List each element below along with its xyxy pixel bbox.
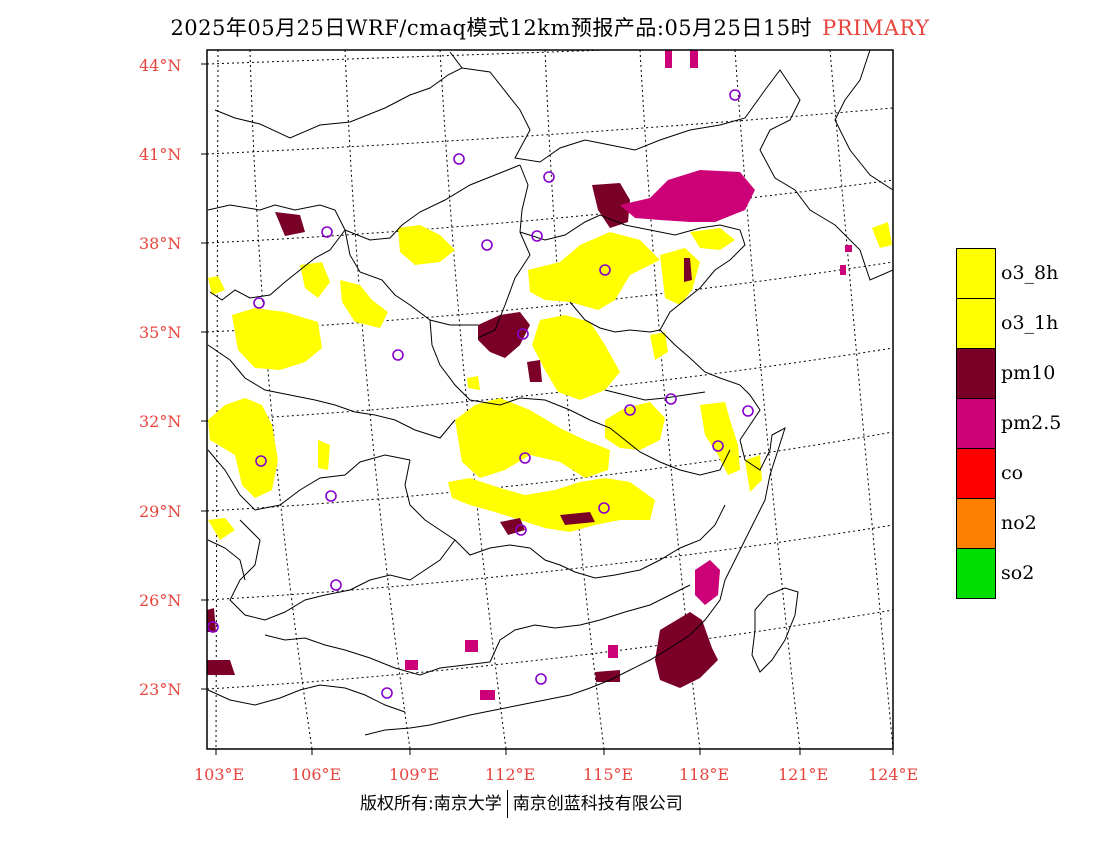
lon-label-103: 103°E xyxy=(194,765,245,784)
copyright-right: 南京创蓝科技有限公司 xyxy=(512,794,683,814)
map-title: 2025年05月25日WRF/cmaq模式12km预报产品:05月25日15时 P… xyxy=(0,12,1100,42)
lat-label-44: 44°N xyxy=(139,56,182,75)
lat-label-23: 23°N xyxy=(139,680,182,699)
lon-label-109: 109°E xyxy=(389,765,440,784)
lon-label-124: 124°E xyxy=(868,765,919,784)
lat-label-35: 35°N xyxy=(139,323,182,342)
pm10-regions xyxy=(207,183,718,688)
legend-swatch xyxy=(956,348,996,399)
lon-label-118: 118°E xyxy=(679,765,730,784)
boundaries xyxy=(207,50,893,736)
legend-label: no2 xyxy=(1001,512,1037,534)
copyright-footer: 版权所有:南京大学 南京创蓝科技有限公司 xyxy=(360,789,683,818)
title-tag: PRIMARY xyxy=(822,16,930,40)
lat-label-32: 32°N xyxy=(139,412,182,431)
legend-swatch xyxy=(956,398,996,449)
legend-swatch xyxy=(956,448,996,499)
lon-label-121: 121°E xyxy=(778,765,829,784)
map-content xyxy=(207,50,893,749)
graticule xyxy=(207,50,893,749)
map-frame xyxy=(206,49,894,750)
legend-label: co xyxy=(1001,462,1024,484)
lon-label-106: 106°E xyxy=(291,765,342,784)
lon-label-112: 112°E xyxy=(485,765,536,784)
legend-label: pm10 xyxy=(1001,362,1056,384)
legend-swatch xyxy=(956,248,996,299)
copyright-left: 版权所有:南京大学 xyxy=(360,794,502,814)
station-markers xyxy=(207,89,754,699)
legend-label: so2 xyxy=(1001,562,1035,584)
footer-divider xyxy=(506,790,508,818)
legend-swatch xyxy=(956,548,996,599)
lat-label-26: 26°N xyxy=(139,591,182,610)
legend-swatch xyxy=(956,298,996,349)
o3-regions xyxy=(208,222,892,540)
legend-label: o3_1h xyxy=(1001,312,1059,334)
pm25-regions xyxy=(405,50,852,700)
lat-label-38: 38°N xyxy=(139,234,182,253)
legend-swatch xyxy=(956,498,996,549)
lat-label-41: 41°N xyxy=(139,145,182,164)
axis-ticks xyxy=(201,63,894,755)
lat-label-29: 29°N xyxy=(139,502,182,521)
legend-label: o3_8h xyxy=(1001,262,1059,284)
lon-label-115: 115°E xyxy=(583,765,634,784)
legend-label: pm2.5 xyxy=(1001,412,1062,434)
title-main: 2025年05月25日WRF/cmaq模式12km预报产品:05月25日15时 xyxy=(170,16,813,40)
